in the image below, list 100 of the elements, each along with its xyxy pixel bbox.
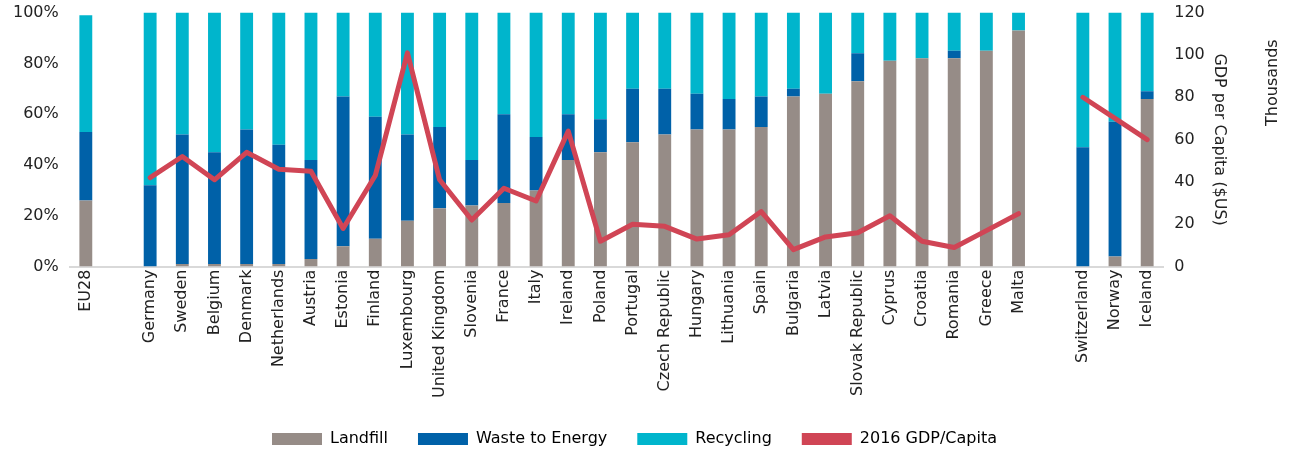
bar bbox=[819, 93, 832, 267]
bar bbox=[754, 126, 768, 267]
bar bbox=[433, 208, 447, 267]
bar bbox=[497, 12, 511, 115]
y2-tick-label: 40 bbox=[1174, 171, 1195, 191]
bar bbox=[529, 190, 543, 267]
bar bbox=[272, 144, 286, 265]
x-tick-label: Croatia bbox=[911, 269, 931, 328]
bar bbox=[368, 238, 382, 267]
bar bbox=[658, 88, 672, 135]
bar bbox=[465, 159, 479, 206]
x-tick-label: France bbox=[493, 269, 513, 323]
x-tick-label: Iceland bbox=[1136, 269, 1156, 328]
x-tick-label: Sweden bbox=[171, 269, 191, 333]
bar bbox=[1140, 91, 1154, 99]
y-tick-label: 40% bbox=[23, 154, 59, 174]
y2-tick-label: 120 bbox=[1174, 1, 1205, 21]
x-tick-label: Poland bbox=[589, 269, 609, 323]
bar bbox=[851, 81, 865, 267]
x-tick-label: Slovenia bbox=[460, 269, 480, 338]
bar bbox=[1076, 12, 1090, 148]
y-tick-label: 60% bbox=[23, 103, 59, 123]
x-tick-label: Austria bbox=[300, 269, 320, 327]
x-tick-label: Ireland bbox=[557, 269, 577, 325]
bar bbox=[208, 152, 221, 265]
x-tick-label: Denmark bbox=[235, 268, 255, 344]
bar bbox=[1108, 256, 1122, 267]
bar bbox=[79, 15, 93, 132]
legend-label: Waste to Energy bbox=[475, 428, 608, 448]
bar bbox=[947, 12, 961, 51]
x-tick-label: Greece bbox=[975, 269, 995, 327]
bar bbox=[915, 12, 929, 59]
bar bbox=[561, 12, 575, 115]
bar bbox=[1140, 12, 1154, 92]
x-tick-label: Switzerland bbox=[1072, 269, 1092, 363]
bar bbox=[240, 12, 254, 130]
bar bbox=[529, 137, 543, 191]
x-tick-label: Italy bbox=[525, 269, 545, 305]
x-tick-label: Germany bbox=[139, 269, 159, 344]
bar bbox=[722, 12, 736, 99]
bar bbox=[401, 134, 414, 221]
bar bbox=[915, 58, 929, 267]
bar bbox=[433, 12, 447, 127]
bar bbox=[143, 12, 157, 186]
y2-tick-label: 20 bbox=[1174, 213, 1195, 233]
x-tick-label: Latvia bbox=[814, 269, 834, 319]
bar bbox=[658, 134, 672, 267]
bar bbox=[786, 88, 800, 97]
bar bbox=[593, 12, 607, 120]
x-tick-label: Netherlands bbox=[267, 269, 287, 368]
bar bbox=[626, 12, 640, 89]
x-tick-label: Luxembourg bbox=[396, 269, 416, 370]
bar bbox=[529, 12, 543, 138]
text: Thousands bbox=[1262, 39, 1282, 127]
bar bbox=[593, 119, 607, 153]
bar bbox=[979, 50, 993, 267]
bar bbox=[175, 134, 189, 265]
x-tick-label: Lithuania bbox=[718, 269, 738, 344]
bar bbox=[1012, 30, 1025, 267]
y2-tick-label: 80 bbox=[1174, 86, 1195, 106]
y2-tick-label: 100 bbox=[1174, 44, 1205, 64]
bar bbox=[851, 12, 865, 54]
bar bbox=[79, 131, 93, 201]
bar bbox=[79, 200, 93, 267]
bar bbox=[754, 96, 768, 127]
bar bbox=[336, 12, 350, 97]
bar bbox=[336, 246, 350, 267]
bar bbox=[1140, 98, 1154, 267]
y2-tick-label: 60 bbox=[1174, 128, 1195, 148]
x-tick-label: Belgium bbox=[203, 269, 223, 336]
bar bbox=[786, 96, 800, 267]
y-tick-label: 100% bbox=[12, 1, 59, 21]
x-tick-label: Spain bbox=[750, 269, 770, 315]
bar bbox=[368, 12, 382, 117]
bar bbox=[786, 12, 800, 89]
x-tick-label: United Kingdom bbox=[428, 269, 448, 398]
bar bbox=[851, 53, 865, 82]
bar bbox=[690, 12, 704, 94]
bar bbox=[979, 12, 993, 51]
bar bbox=[208, 12, 221, 153]
bar bbox=[819, 12, 832, 94]
bar bbox=[336, 96, 350, 247]
bar bbox=[143, 185, 157, 267]
legend-label: 2016 GDP/Capita bbox=[859, 428, 997, 448]
bar bbox=[401, 220, 414, 267]
bar bbox=[883, 60, 897, 267]
y-tick-label: 0% bbox=[33, 255, 59, 275]
bar bbox=[304, 12, 318, 160]
x-tick-label: EU28 bbox=[74, 269, 94, 312]
bar bbox=[722, 129, 736, 267]
x-tick-label: Finland bbox=[364, 269, 384, 327]
x-tick-label: Bulgaria bbox=[782, 269, 802, 336]
legend-label: Landfill bbox=[330, 428, 388, 448]
bar bbox=[1076, 147, 1090, 267]
bar bbox=[722, 98, 736, 130]
x-tick-label: Malta bbox=[1007, 269, 1027, 314]
x-tick-label: Norway bbox=[1104, 269, 1124, 331]
x-tick-label: Hungary bbox=[686, 269, 706, 338]
x-tick-label: Portugal bbox=[621, 269, 641, 336]
x-tick-label: Cyprus bbox=[879, 269, 899, 326]
